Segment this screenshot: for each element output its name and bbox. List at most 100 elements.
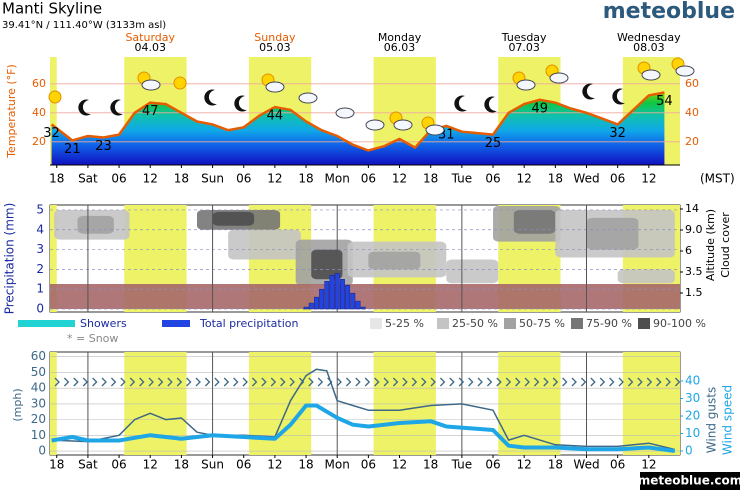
cloud-legend-swatch [571,318,583,329]
cloud-icon [641,69,661,81]
wind-arrow [186,377,192,387]
wind-arrow [533,377,540,387]
y2-tick-label: 6 [685,244,692,257]
wind-arrow [421,377,427,387]
x-tick-label: Tue [451,458,473,472]
wind-arrow [139,377,145,387]
cloud-legend-swatch [638,318,650,329]
temperature-label: 47 [142,104,159,119]
cloud-icon [365,119,385,131]
y2-tick-label: 14 [685,202,699,215]
wind-arrow [92,377,98,387]
cloud-legend-swatch [504,318,516,329]
y2-tick-label: 40 [685,374,700,388]
precip-bar [303,306,309,310]
day-date: 04.03 [134,41,166,54]
x-tick-label: Mon [325,172,350,186]
daylight-band [50,205,57,312]
legend-label: Total precipitation [199,317,299,330]
wind-arrow [364,377,371,387]
wind-arrow [73,377,79,387]
temperature-label: 49 [531,101,548,116]
y2-tick-label: 40 [685,106,699,119]
wind-arrow [261,377,267,387]
x-tick-label: 18 [423,458,438,472]
temperature-label: 25 [485,136,502,151]
wind-arrow [120,377,126,387]
x-tick-label: 06 [485,458,500,472]
y-tick-label: 3 [36,242,44,256]
wind-arrow [308,377,314,387]
y-tick-label: 10 [31,428,46,442]
x-tick-label: Mon [325,458,350,472]
y3-axis-title: Cloud cover [719,212,732,278]
y2-axis-title: Altitude (km) [704,209,717,281]
wind-arrow [195,377,201,387]
y-tick-label: 5 [36,202,44,216]
wind-arrow [646,377,653,387]
wind-arrow [543,377,549,387]
y-tick-label: 20 [31,412,46,426]
precip-bar [319,288,325,310]
x-tick-label: 06 [610,458,625,472]
footer: meteoblue.com [638,474,740,488]
y2-tick-label: 1.5 [685,286,703,299]
x-tick-label: 18 [548,172,563,186]
y2-tick-label: 20 [685,409,700,423]
x-tick-label: 12 [517,458,532,472]
x-tick-label: Wed [573,458,599,472]
x-tick-label: 06 [361,458,376,472]
wind-arrow [176,377,183,387]
cloud-cell [228,229,301,260]
legend-label: Showers [80,317,127,330]
wind-arrow [317,377,324,387]
y-tick-label: 4 [36,222,44,236]
wind-arrow [618,377,624,387]
y-tick-label: 50 [31,365,46,379]
x-tick-label: 12 [392,172,407,186]
wind-arrow [562,377,568,387]
x-tick-label: 18 [49,172,64,186]
day-name: Saturday [125,31,175,44]
daylight-band [50,57,57,165]
x-tick-label: 12 [517,172,532,186]
y2-tick-label: 20 [685,135,699,148]
precip-bar [324,281,330,310]
x-tick-label: Sun [201,172,224,186]
x-tick-label: Sat [78,172,98,186]
wind-arrow [336,377,342,387]
y-tick-label: 20 [32,135,46,148]
wind-arrow [496,377,502,387]
sun-icon [173,76,187,90]
y2-tick-label: 30 [685,391,700,405]
wind-arrow [82,377,89,387]
temperature-label: 23 [95,139,112,154]
wind-arrow [552,377,559,387]
cloud-icon [675,65,695,77]
wind-arrow [289,377,295,387]
cloud-legend-swatch [437,318,449,329]
snow-note: * = Snow [67,332,118,345]
precip-bar [329,275,335,310]
wind-arrow [674,377,681,387]
cloud-legend-label: 75-90 % [586,317,632,330]
x-tick-label: 18 [423,172,438,186]
precip-bar [345,285,351,310]
moon-icon [484,96,497,113]
x-tick-label: 06 [236,172,251,186]
y-axis-title: (mph) [11,388,24,421]
x-tick-label: Sun [201,458,224,472]
moon-icon [204,89,217,106]
x-tick-label: 06 [111,458,126,472]
cloud-icon [393,119,413,131]
wind-arrow [449,377,455,387]
sun-icon [48,90,62,104]
x-tick-label: 18 [174,172,189,186]
x-tick-label: Wed [573,172,599,186]
wind-arrow [355,377,361,387]
day-name: Tuesday [501,31,547,44]
day-date: 08.03 [633,41,665,54]
cloud-legend-label: 25-50 % [452,317,498,330]
wind-arrow [167,377,173,387]
cloud-icon [425,124,445,136]
